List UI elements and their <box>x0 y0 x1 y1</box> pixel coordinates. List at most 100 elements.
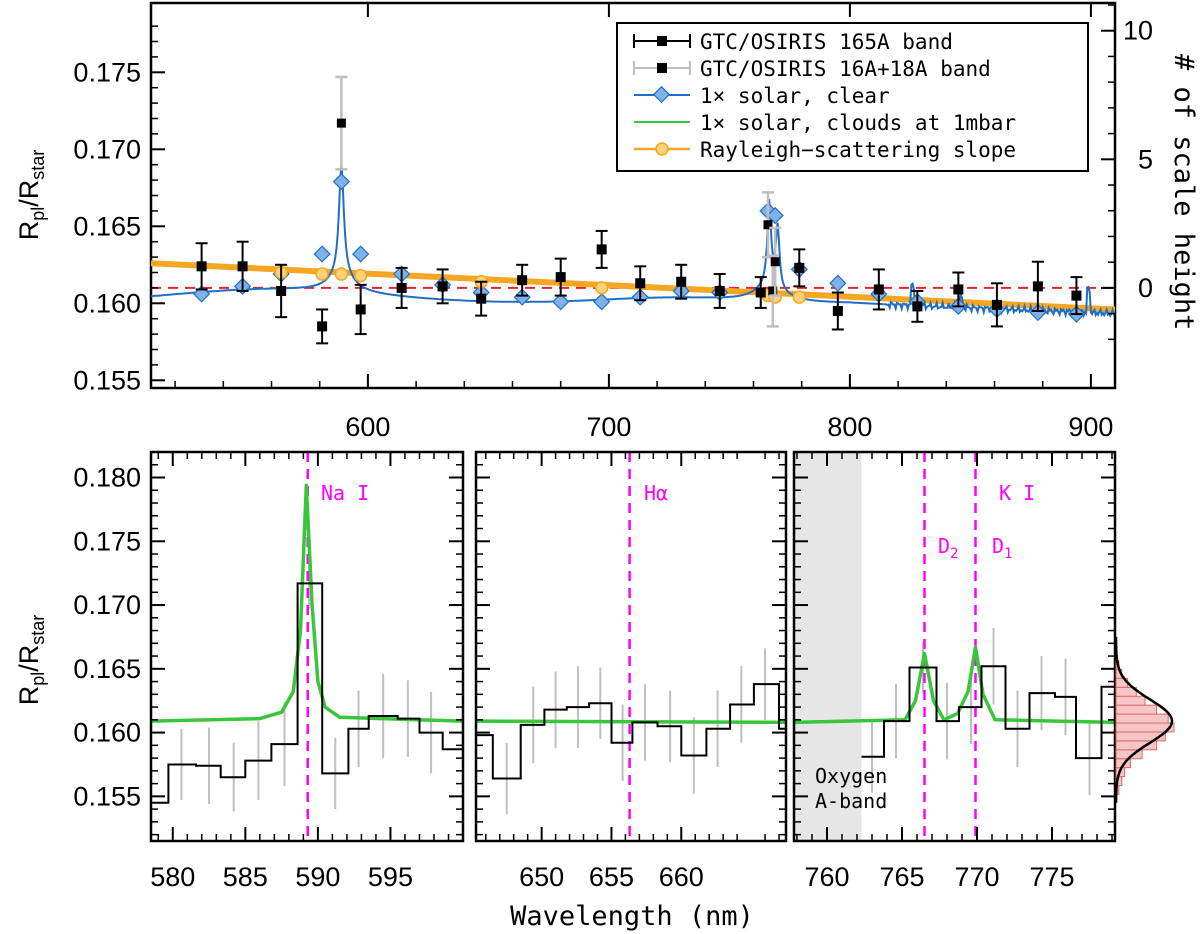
k-label: K I <box>999 481 1035 505</box>
legend-label-cloudy-model: 1× solar, clouds at 1mbar <box>700 111 1016 135</box>
binned-spectrum-step <box>151 582 463 804</box>
d2-letter: D <box>938 534 950 558</box>
cloudy-model-line <box>151 483 463 723</box>
ylabel-sub-pl: pl <box>28 207 48 221</box>
top-ytick-label: 0.165 <box>73 211 141 241</box>
right-axis-title: # of scale height <box>1168 54 1199 330</box>
clear-model-marker <box>829 274 847 292</box>
bottom-plot-area <box>794 452 1115 841</box>
clear-model-marker <box>593 293 611 311</box>
top-panel-plot-area <box>151 75 1115 345</box>
top-panel: 0.155 0.160 0.165 0.170 0.175 600 700 800 900 0 5 1… <box>14 1 1199 442</box>
rayleigh-marker <box>334 267 349 281</box>
legend-entry-narrowband: GTC/OSIRIS 16A+18A band <box>633 57 991 81</box>
d2-label: D2 <box>938 534 958 562</box>
broadband-point <box>317 321 328 332</box>
broadband-point <box>832 306 843 316</box>
broadband-point <box>676 276 687 287</box>
narrowband-point <box>768 286 778 296</box>
narrowband-point <box>763 220 773 230</box>
bottom-xtick-label: 760 <box>804 862 849 892</box>
broadband-point <box>755 287 766 298</box>
d1-letter: D <box>992 534 1004 558</box>
clear-model-marker <box>766 206 784 225</box>
histogram-bar <box>1115 704 1158 715</box>
legend-entry-clear-model: 1× solar, clear <box>634 84 890 108</box>
oxygen-label-line2: A-band <box>815 789 887 813</box>
bottom-ytick-label: 0.165 <box>73 654 141 684</box>
broadband-point <box>1071 290 1082 301</box>
binned-spectrum-step <box>476 683 786 780</box>
clear-model-marker <box>513 288 531 306</box>
bottom-xtick-label: 590 <box>295 862 340 892</box>
top-xtick-label: 700 <box>586 412 631 442</box>
rayleigh-marker <box>353 268 368 283</box>
ylabel-sub-star-bottom: star <box>28 615 48 645</box>
bottom-y-axis-title: Rpl/Rstar <box>14 615 48 706</box>
rayleigh-marker <box>792 290 807 304</box>
broadband-point <box>276 285 287 296</box>
oxygen-a-band-shade <box>794 452 862 841</box>
clear-model-marker <box>1029 303 1047 322</box>
rayleigh-marker <box>594 281 609 295</box>
ylabel-slash-bottom: /R <box>14 645 44 672</box>
broadband-point <box>1032 281 1043 292</box>
ylabel-r-bottom: R <box>14 686 44 706</box>
na-label: Na I <box>321 481 369 505</box>
d1-subscript: 1 <box>1004 546 1012 562</box>
broadband-point <box>991 299 1002 310</box>
broadband-point <box>196 261 207 272</box>
clear-model-marker <box>332 173 351 191</box>
top-xtick-label: 600 <box>345 412 390 442</box>
x-axis-title: Wavelength (nm) <box>510 901 754 932</box>
broadband-point <box>635 278 646 289</box>
svg-text:Rpl/Rstar: Rpl/Rstar <box>14 150 48 241</box>
top-xtick-label: 800 <box>827 412 872 442</box>
bottom-xtick-label: 650 <box>519 862 564 892</box>
bottom-left-panel: 580 585 590 595 0.155 0.160 0.165 0.170 0.175 0.1… <box>73 450 465 892</box>
legend-label-rayleigh: Rayleigh−scattering slope <box>700 138 1016 162</box>
d2-subscript: 2 <box>950 546 958 562</box>
narrowband-point <box>770 257 780 267</box>
bottom-right-panel: 760 765 770 775 <box>792 450 1117 892</box>
legend-box <box>616 22 1089 172</box>
top-panel-axes: 0.155 0.160 0.165 0.170 0.175 600 700 800 900 0 5 1… <box>73 3 1153 442</box>
bottom-ytick-label: 0.170 <box>73 590 141 620</box>
bottom-xtick-label: 595 <box>368 862 413 892</box>
broadband-point <box>555 272 566 283</box>
histogram-bar <box>1115 695 1146 706</box>
bottom-ytick-label: 0.160 <box>73 718 141 748</box>
clear-model-marker <box>552 293 570 311</box>
svg-text:Rpl/Rstar: Rpl/Rstar <box>14 615 48 706</box>
histogram-gaussian <box>1114 636 1174 803</box>
broadband-point <box>912 301 923 312</box>
bottom-plot-area <box>476 452 786 841</box>
clear-model-line <box>151 164 1115 320</box>
broadband-point <box>873 284 884 295</box>
broadband-point <box>437 281 448 292</box>
broadband-point <box>517 275 528 286</box>
oxygen-label-line1: Oxygen <box>815 764 887 788</box>
broadband-point <box>396 282 407 293</box>
broadband-point <box>355 304 366 315</box>
top-ytick-label: 0.155 <box>73 365 141 395</box>
clear-model-marker <box>352 245 370 263</box>
right-ytick-label: 10 <box>1123 16 1153 46</box>
legend-label-narrowband: GTC/OSIRIS 16A+18A band <box>700 57 991 81</box>
bottom-ytick-label: 0.175 <box>73 526 141 556</box>
broadband-point <box>953 284 964 295</box>
bottom-xtick-label: 585 <box>223 862 268 892</box>
broadband-point <box>794 262 805 273</box>
bottom-xtick-label: 770 <box>954 862 999 892</box>
top-xtick-label: 900 <box>1068 412 1113 442</box>
top-y-axis-title: Rpl/Rstar <box>14 150 48 241</box>
legend-label-clear-model: 1× solar, clear <box>700 84 890 108</box>
bottom-panel-frame <box>149 450 465 843</box>
broadband-point <box>237 261 248 272</box>
ylabel-sub-pl-bottom: pl <box>28 672 48 686</box>
right-ytick-label: 0 <box>1138 273 1153 303</box>
clear-model-marker <box>313 245 331 263</box>
legend: GTC/OSIRIS 165A band GTC/OSIRIS 16A+18A … <box>616 22 1089 172</box>
ylabel-slash: /R <box>14 180 44 207</box>
